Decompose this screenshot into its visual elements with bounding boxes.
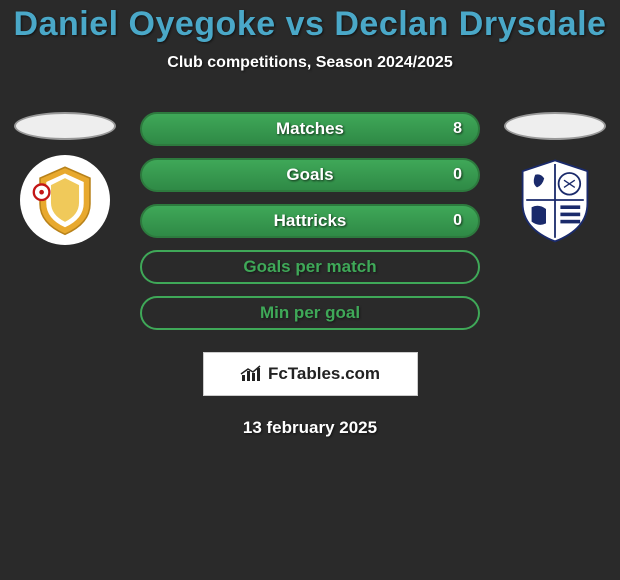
left-ellipse <box>14 112 116 140</box>
right-club-crest <box>510 155 600 245</box>
stat-label: Min per goal <box>260 303 360 323</box>
mk-dons-crest-icon <box>26 161 104 239</box>
chart-icon <box>240 365 262 383</box>
stat-right-value: 0 <box>442 212 462 230</box>
stat-row-goals: Goals 0 <box>140 158 480 192</box>
stats-column: Matches 8 Goals 0 Hattricks 0 Goals per … <box>140 112 480 330</box>
date-line: 13 february 2025 <box>0 418 620 438</box>
stat-label: Matches <box>276 119 344 139</box>
stat-right-value: 0 <box>442 166 462 184</box>
page-title: Daniel Oyegoke vs Declan Drysdale <box>0 5 620 44</box>
right-ellipse <box>504 112 606 140</box>
tranmere-crest-icon <box>510 155 600 245</box>
brand-text: FcTables.com <box>268 364 380 384</box>
left-player-col <box>10 112 120 245</box>
brand-box[interactable]: FcTables.com <box>203 352 418 396</box>
left-club-crest <box>20 155 110 245</box>
stat-row-goals-per-match: Goals per match <box>140 250 480 284</box>
stat-row-matches: Matches 8 <box>140 112 480 146</box>
stat-row-min-per-goal: Min per goal <box>140 296 480 330</box>
subtitle: Club competitions, Season 2024/2025 <box>0 54 620 72</box>
stat-label: Goals <box>286 165 333 185</box>
comparison-card: Daniel Oyegoke vs Declan Drysdale Club c… <box>0 0 620 438</box>
stat-label: Hattricks <box>274 211 347 231</box>
right-player-col <box>500 112 610 245</box>
stat-label: Goals per match <box>243 257 376 277</box>
stat-right-value: 8 <box>442 120 462 138</box>
main-row: Matches 8 Goals 0 Hattricks 0 Goals per … <box>0 112 620 330</box>
stat-row-hattricks: Hattricks 0 <box>140 204 480 238</box>
